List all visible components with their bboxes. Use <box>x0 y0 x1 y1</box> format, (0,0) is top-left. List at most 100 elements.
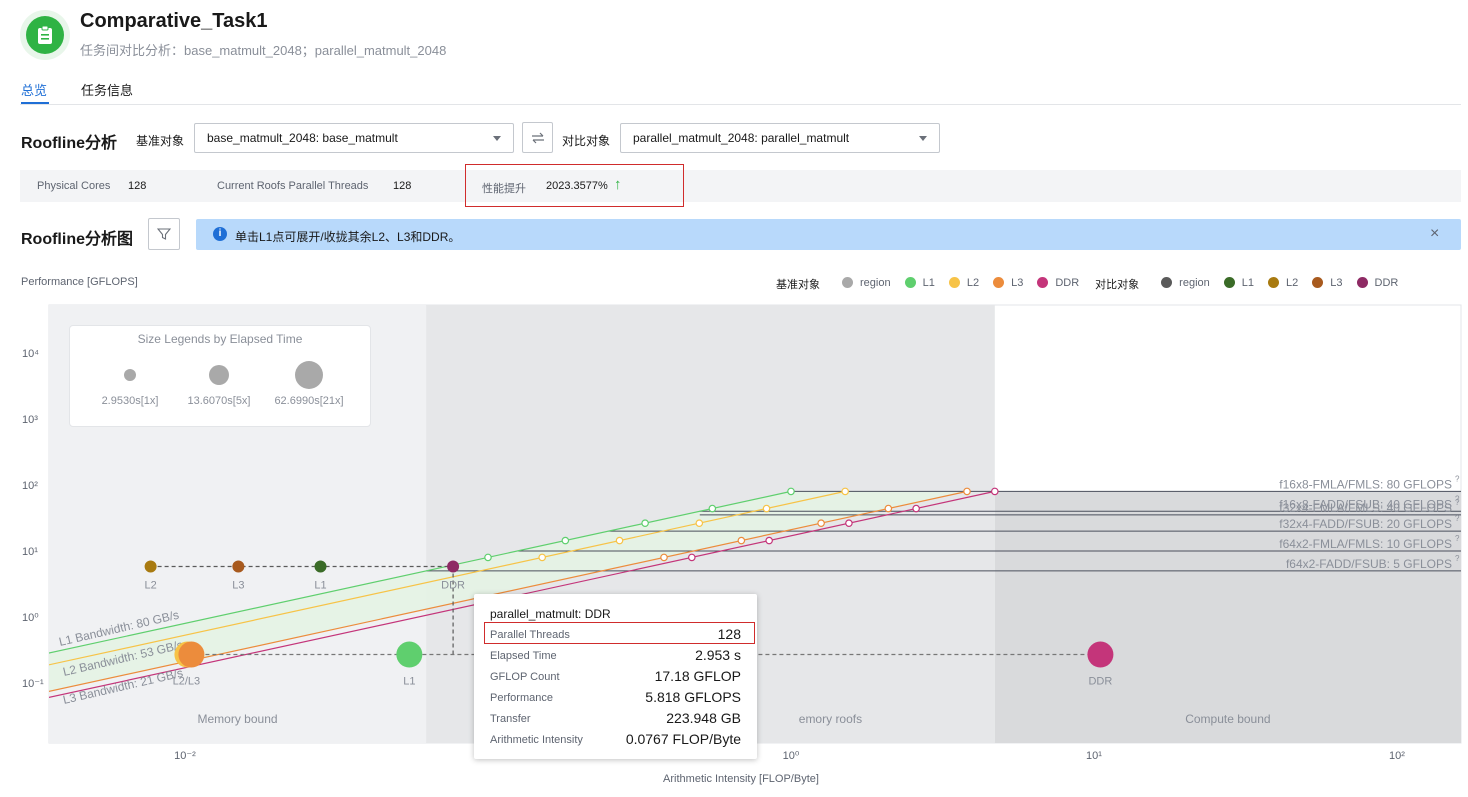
physical-cores-value: 128 <box>128 180 147 192</box>
help-icon: ? <box>1455 554 1460 563</box>
compute-roof-label: f32x4-FMLA/FMLS: 40 GFLOPS <box>1279 501 1452 515</box>
tabs-divider <box>20 104 1461 105</box>
tooltip-row: GFLOP Count 17.18 GFLOP <box>490 668 741 684</box>
tooltip-row-label: Transfer <box>490 713 531 725</box>
perf-gain-value: 2023.3577% <box>546 180 608 192</box>
legend-compare-l3[interactable]: L3 <box>1312 277 1343 289</box>
roof-marker <box>641 519 649 527</box>
legend-compare-region[interactable]: region <box>1161 277 1210 289</box>
filter-button[interactable] <box>148 218 180 250</box>
legend-dot <box>1356 277 1368 289</box>
help-icon: ? <box>1455 534 1460 543</box>
tooltip-highlight-box <box>484 622 755 644</box>
arrow-up-icon: ↑ <box>614 176 622 193</box>
region-label: emory roofs <box>799 712 862 726</box>
help-icon: ? <box>1455 514 1460 523</box>
tooltip-row-value: 128 <box>717 626 741 642</box>
chevron-down-icon <box>919 136 927 141</box>
size-legend-title: Size Legends by Elapsed Time <box>137 332 303 346</box>
legend-label: region <box>860 276 891 289</box>
roof-marker <box>841 487 849 496</box>
swap-button[interactable] <box>522 122 553 153</box>
size-legend: Size Legends by Elapsed Time 2.9530s[1x]… <box>69 325 371 427</box>
legend-dot <box>904 277 916 289</box>
tooltip-row-value: 0.0767 FLOP/Byte <box>625 731 741 747</box>
roof-marker <box>708 504 717 513</box>
roof-marker <box>991 487 999 496</box>
compare-point <box>144 560 157 573</box>
tooltip-row: Elapsed Time 2.953 s <box>490 647 741 663</box>
filter-icon <box>157 228 171 240</box>
compare-select[interactable]: parallel_matmult_2048: parallel_matmult <box>620 123 940 153</box>
compare-point <box>314 560 327 573</box>
compare-point-label: L1 <box>314 580 326 592</box>
tab-overview[interactable]: 总览 <box>21 83 48 98</box>
threads-value: 128 <box>393 180 412 192</box>
tooltip-row-label: Performance <box>490 692 553 704</box>
tooltip-row-label: Parallel Threads <box>490 629 570 641</box>
legend-baseline-l2[interactable]: L2 <box>948 277 979 289</box>
legend-compare-title: 对比对象 <box>1095 279 1140 291</box>
size-legend-label: 2.9530s[1x] <box>101 395 159 407</box>
roof-marker <box>695 519 704 527</box>
help-icon: ? <box>1455 474 1460 483</box>
baseline-point-label: DDR <box>1088 676 1112 688</box>
bandwidth-roof-line <box>49 490 792 654</box>
roofline-section-title: Roofline分析 <box>21 135 117 152</box>
legend-compare-ddr[interactable]: DDR <box>1356 276 1399 289</box>
close-icon[interactable]: × <box>1430 225 1440 242</box>
region-label: Memory bound <box>198 712 278 726</box>
bandwidth-roof-line <box>49 490 968 692</box>
legend-baseline-l3[interactable]: L3 <box>993 277 1023 289</box>
tooltip-row-value: 5.818 GFLOPS <box>645 689 741 705</box>
legend-dot <box>1312 277 1324 289</box>
baseline-select[interactable]: base_matmult_2048: base_matmult <box>194 123 514 153</box>
compute-roof-label: f32x4-FADD/FSUB: 20 GFLOPS <box>1279 517 1452 531</box>
legend-compare-l1[interactable]: L1 <box>1223 277 1254 289</box>
legend-dot <box>842 277 853 289</box>
perf-gain-label: 性能提升 <box>482 183 526 195</box>
size-legend-label: 62.6990s[21x] <box>274 395 344 407</box>
baseline-point <box>178 641 205 668</box>
compute-bound-region <box>994 491 1461 743</box>
y-tick-label: 10¹ <box>22 546 38 558</box>
x-tick-label: 10² <box>1389 750 1405 762</box>
point-tooltip: parallel_matmult: DDR Parallel Threads 1… <box>474 594 757 759</box>
info-icon: i <box>213 227 227 241</box>
legend-baseline-region[interactable]: region <box>842 277 891 289</box>
bandwidth-roof-line <box>49 490 846 666</box>
threads-label: Current Roofs Parallel Threads <box>217 180 369 192</box>
roof-marker <box>845 519 853 527</box>
size-legend-dot-medium <box>209 365 229 385</box>
physical-cores-label: Physical Cores <box>37 180 111 192</box>
legend-compare-l2[interactable]: L2 <box>1268 277 1298 289</box>
page-subtitle: 任务间对比分析：base_matmult_2048；parallel_matmu… <box>80 43 447 58</box>
roof-marker <box>884 504 893 513</box>
legend-baseline-l1[interactable]: L1 <box>904 277 935 289</box>
swap-icon <box>531 132 544 143</box>
y-tick-label: 10³ <box>22 414 38 426</box>
tooltip-row-value: 17.18 GFLOP <box>654 668 741 684</box>
baseline-point-label: L2/L3 <box>173 676 201 688</box>
info-banner <box>196 219 1461 250</box>
roof-marker <box>765 536 773 545</box>
help-icon: ? <box>1455 498 1460 507</box>
y-tick-label: 10⁻¹ <box>22 678 44 690</box>
chevron-down-icon <box>493 136 501 141</box>
compare-point <box>232 560 245 573</box>
x-tick-label: 10⁻² <box>174 750 196 762</box>
roof-marker <box>817 519 825 527</box>
tooltip-row: Performance 5.818 GFLOPS <box>490 689 741 705</box>
tooltip-row-value: 223.948 GB <box>666 710 741 726</box>
clipboard-icon <box>38 25 52 44</box>
y-tick-label: 10⁴ <box>22 348 39 360</box>
page-title: Comparative_Task1 <box>80 10 268 32</box>
baseline-point <box>396 641 423 668</box>
compare-point-label: L2 <box>144 580 156 592</box>
roof-marker <box>737 536 746 545</box>
legend-baseline-ddr[interactable]: DDR <box>1037 277 1079 289</box>
stats-bar <box>20 170 1461 202</box>
tab-task-info[interactable]: 任务信息 <box>81 83 134 98</box>
legend-label: DDR <box>1374 276 1399 289</box>
legend-compare-items: region L1 L2 L3 DDR <box>1161 277 1412 292</box>
